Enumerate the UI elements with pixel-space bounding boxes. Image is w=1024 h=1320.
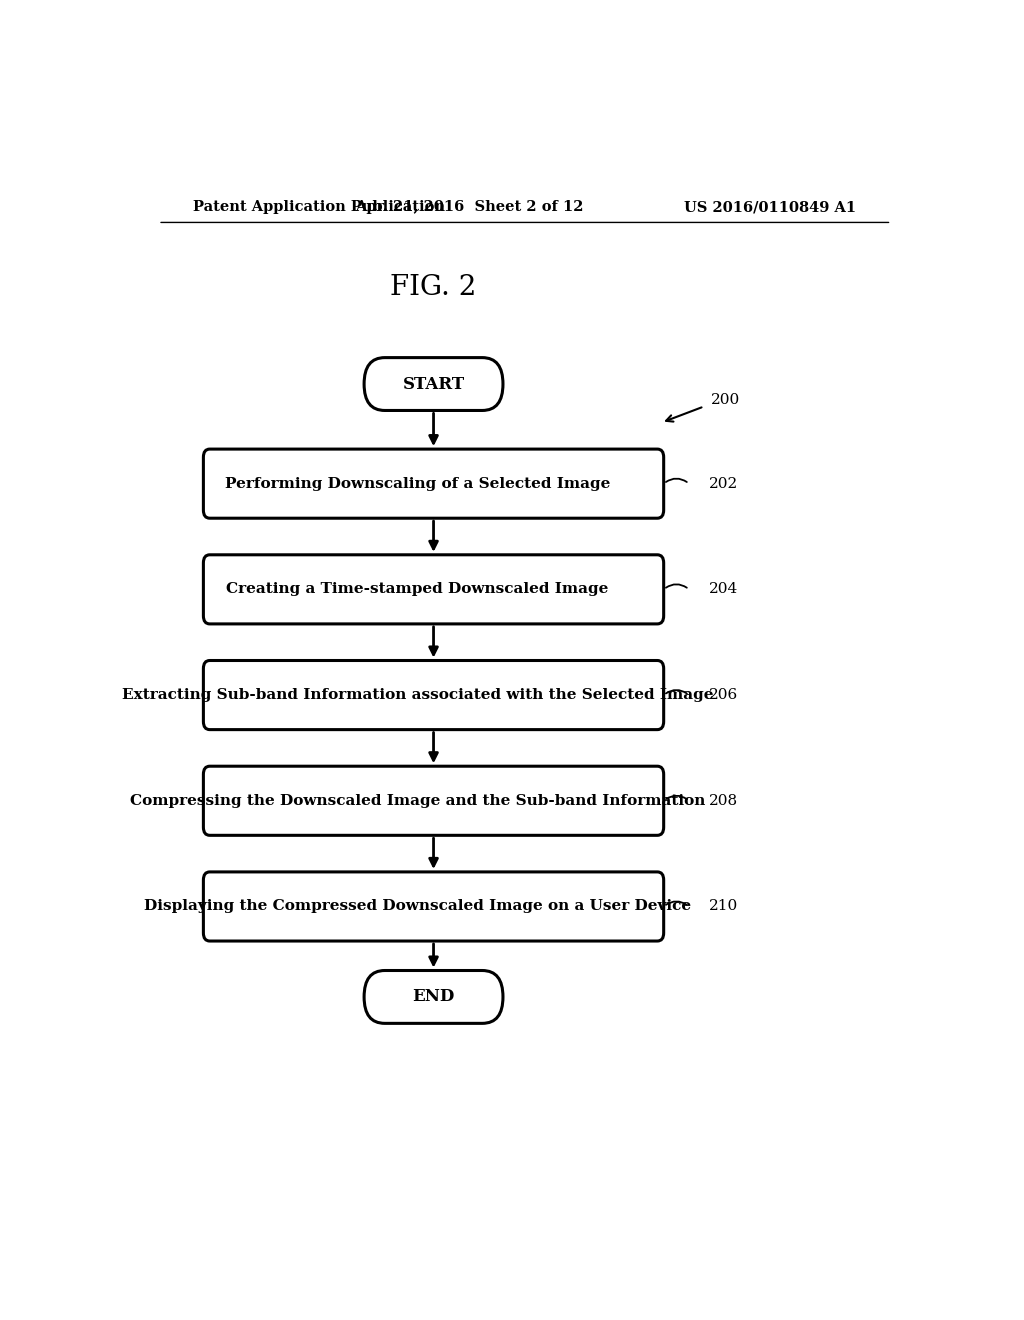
Text: 208: 208	[709, 793, 738, 808]
Text: START: START	[402, 376, 465, 392]
Text: Displaying the Compressed Downscaled Image on a User Device: Displaying the Compressed Downscaled Ima…	[144, 899, 691, 913]
Text: Compressing the Downscaled Image and the Sub-band Information: Compressing the Downscaled Image and the…	[130, 793, 706, 808]
Text: END: END	[413, 989, 455, 1006]
Text: Apr. 21, 2016  Sheet 2 of 12: Apr. 21, 2016 Sheet 2 of 12	[355, 201, 584, 214]
FancyBboxPatch shape	[365, 970, 503, 1023]
FancyBboxPatch shape	[204, 449, 664, 519]
FancyBboxPatch shape	[204, 554, 664, 624]
Text: FIG. 2: FIG. 2	[390, 275, 477, 301]
Text: Extracting Sub-band Information associated with the Selected Image: Extracting Sub-band Information associat…	[122, 688, 714, 702]
Text: Patent Application Publication: Patent Application Publication	[194, 201, 445, 214]
FancyBboxPatch shape	[204, 873, 664, 941]
Text: US 2016/0110849 A1: US 2016/0110849 A1	[684, 201, 856, 214]
FancyBboxPatch shape	[204, 660, 664, 730]
Text: Creating a Time-stamped Downscaled Image: Creating a Time-stamped Downscaled Image	[226, 582, 609, 597]
FancyBboxPatch shape	[204, 766, 664, 836]
FancyBboxPatch shape	[365, 358, 503, 411]
Text: Performing Downscaling of a Selected Image: Performing Downscaling of a Selected Ima…	[225, 477, 610, 491]
Text: 202: 202	[709, 477, 738, 491]
Text: 206: 206	[709, 688, 738, 702]
Text: 210: 210	[709, 899, 738, 913]
Text: 200: 200	[712, 393, 740, 408]
Text: 204: 204	[709, 582, 738, 597]
